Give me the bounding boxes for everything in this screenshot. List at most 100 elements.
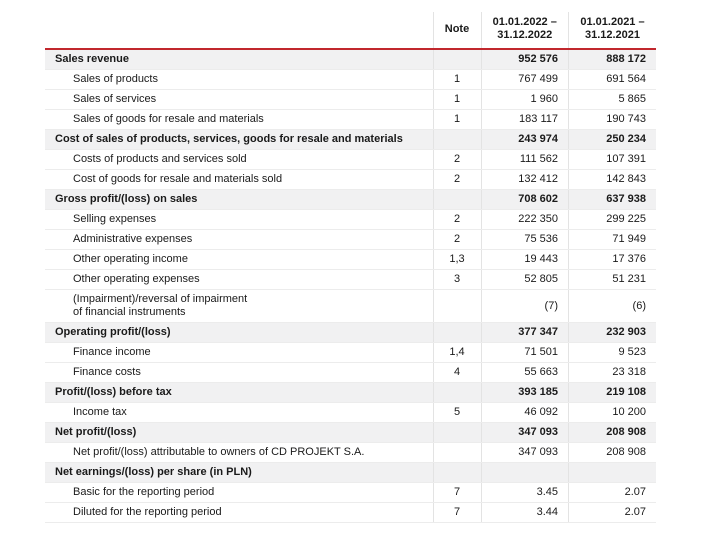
row-value-2022: 952 576 <box>480 49 569 70</box>
period-2021-line1: 01.01.2021 – <box>580 16 645 28</box>
row-label: Finance costs <box>45 362 433 383</box>
row-value-2022: 55 663 <box>480 362 569 383</box>
row-label: Selling expenses <box>45 209 433 230</box>
table-row: Administrative expenses 2 75 536 71 949 <box>45 229 656 250</box>
table-row: Other operating income 1,3 19 443 17 376 <box>45 249 656 270</box>
row-note: 4 <box>432 362 481 383</box>
row-value-2021: 71 949 <box>568 229 656 250</box>
row-note: 2 <box>432 169 481 190</box>
table-row: Sales of goods for resale and materials … <box>45 109 656 130</box>
row-note <box>432 382 481 403</box>
row-label: Gross profit/(loss) on sales <box>45 189 433 210</box>
row-label: Net earnings/(loss) per share (in PLN) <box>45 462 433 483</box>
table-row: Operating profit/(loss) 377 347 232 903 <box>45 322 656 343</box>
row-note: 5 <box>432 402 481 423</box>
row-value-2022: 347 093 <box>480 422 569 443</box>
period-2022-line2: 31.12.2022 <box>497 29 553 41</box>
row-value-2022: 71 501 <box>480 342 569 363</box>
table-row: Net profit/(loss) attributable to owners… <box>45 442 656 463</box>
row-note <box>432 189 481 210</box>
header-period-2022: 01.01.2022 – 31.12.2022 <box>480 12 569 50</box>
row-value-2021: 219 108 <box>568 382 656 403</box>
table-row: Income tax 5 46 092 10 200 <box>45 402 656 423</box>
row-value-2021: 190 743 <box>568 109 656 130</box>
table-header: Note 01.01.2022 – 31.12.2022 01.01.2021 … <box>45 12 656 50</box>
row-note <box>432 49 481 70</box>
row-value-2021: 142 843 <box>568 169 656 190</box>
row-value-2021: 299 225 <box>568 209 656 230</box>
header-period-2021: 01.01.2021 – 31.12.2021 <box>568 12 656 50</box>
row-note <box>432 129 481 150</box>
income-statement-table: Note 01.01.2022 – 31.12.2022 01.01.2021 … <box>45 12 656 523</box>
table-row: Other operating expenses 3 52 805 51 231 <box>45 269 656 290</box>
table-row: Finance costs 4 55 663 23 318 <box>45 362 656 383</box>
row-note <box>432 422 481 443</box>
row-value-2022: 183 117 <box>480 109 569 130</box>
table-row: Finance income 1,4 71 501 9 523 <box>45 342 656 363</box>
row-note: 1 <box>432 69 481 90</box>
row-label: Diluted for the reporting period <box>45 502 433 523</box>
table-row: Gross profit/(loss) on sales 708 602 637… <box>45 189 656 210</box>
table-row: Net earnings/(loss) per share (in PLN) <box>45 462 656 483</box>
row-note: 1,3 <box>432 249 481 270</box>
period-2022-line1: 01.01.2022 – <box>492 16 557 28</box>
table-row: Sales revenue 952 576 888 172 <box>45 49 656 70</box>
table-row: (Impairment)/reversal of impairment of f… <box>45 289 656 323</box>
row-value-2021: 208 908 <box>568 442 656 463</box>
row-label: Cost of goods for resale and materials s… <box>45 169 433 190</box>
table-row: Selling expenses 2 222 350 299 225 <box>45 209 656 230</box>
row-label: Sales of services <box>45 89 433 110</box>
row-note: 2 <box>432 229 481 250</box>
row-value-2021: 107 391 <box>568 149 656 170</box>
row-note: 1,4 <box>432 342 481 363</box>
table-body: Sales revenue 952 576 888 172 Sales of p… <box>45 49 656 523</box>
row-note: 7 <box>432 502 481 523</box>
row-label: Costs of products and services sold <box>45 149 433 170</box>
row-note <box>432 442 481 463</box>
row-value-2022: 75 536 <box>480 229 569 250</box>
row-note <box>432 289 481 323</box>
row-value-2022: (7) <box>480 289 569 323</box>
row-label: Other operating income <box>45 249 433 270</box>
row-label: Operating profit/(loss) <box>45 322 433 343</box>
row-label: Net profit/(loss) attributable to owners… <box>45 442 433 463</box>
row-value-2021: 5 865 <box>568 89 656 110</box>
row-value-2022: 222 350 <box>480 209 569 230</box>
row-value-2021: 23 318 <box>568 362 656 383</box>
row-value-2022: 111 562 <box>480 149 569 170</box>
row-value-2021 <box>568 462 656 483</box>
row-value-2022: 393 185 <box>480 382 569 403</box>
table-row: Cost of sales of products, services, goo… <box>45 129 656 150</box>
row-label: Cost of sales of products, services, goo… <box>45 129 433 150</box>
row-value-2021: 2.07 <box>568 502 656 523</box>
row-label: Other operating expenses <box>45 269 433 290</box>
row-value-2022: 243 974 <box>480 129 569 150</box>
row-note: 2 <box>432 209 481 230</box>
table-row: Cost of goods for resale and materials s… <box>45 169 656 190</box>
table-row: Diluted for the reporting period 7 3.44 … <box>45 502 656 523</box>
row-note: 2 <box>432 149 481 170</box>
row-value-2021: (6) <box>568 289 656 323</box>
row-label: Sales of goods for resale and materials <box>45 109 433 130</box>
row-value-2021: 232 903 <box>568 322 656 343</box>
row-label: Administrative expenses <box>45 229 433 250</box>
table-row: Profit/(loss) before tax 393 185 219 108 <box>45 382 656 403</box>
row-value-2021: 888 172 <box>568 49 656 70</box>
row-value-2021: 9 523 <box>568 342 656 363</box>
row-note: 7 <box>432 482 481 503</box>
row-value-2022: 19 443 <box>480 249 569 270</box>
row-label: Income tax <box>45 402 433 423</box>
row-label: Profit/(loss) before tax <box>45 382 433 403</box>
row-value-2022: 132 412 <box>480 169 569 190</box>
row-value-2022: 3.44 <box>480 502 569 523</box>
row-value-2021: 691 564 <box>568 69 656 90</box>
row-label: Basic for the reporting period <box>45 482 433 503</box>
row-label: Sales of products <box>45 69 433 90</box>
table-row: Net profit/(loss) 347 093 208 908 <box>45 422 656 443</box>
row-note <box>432 462 481 483</box>
row-label: (Impairment)/reversal of impairment of f… <box>45 289 433 323</box>
period-2021-line2: 31.12.2021 <box>584 29 641 41</box>
table-row: Costs of products and services sold 2 11… <box>45 149 656 170</box>
table-row: Basic for the reporting period 7 3.45 2.… <box>45 482 656 503</box>
